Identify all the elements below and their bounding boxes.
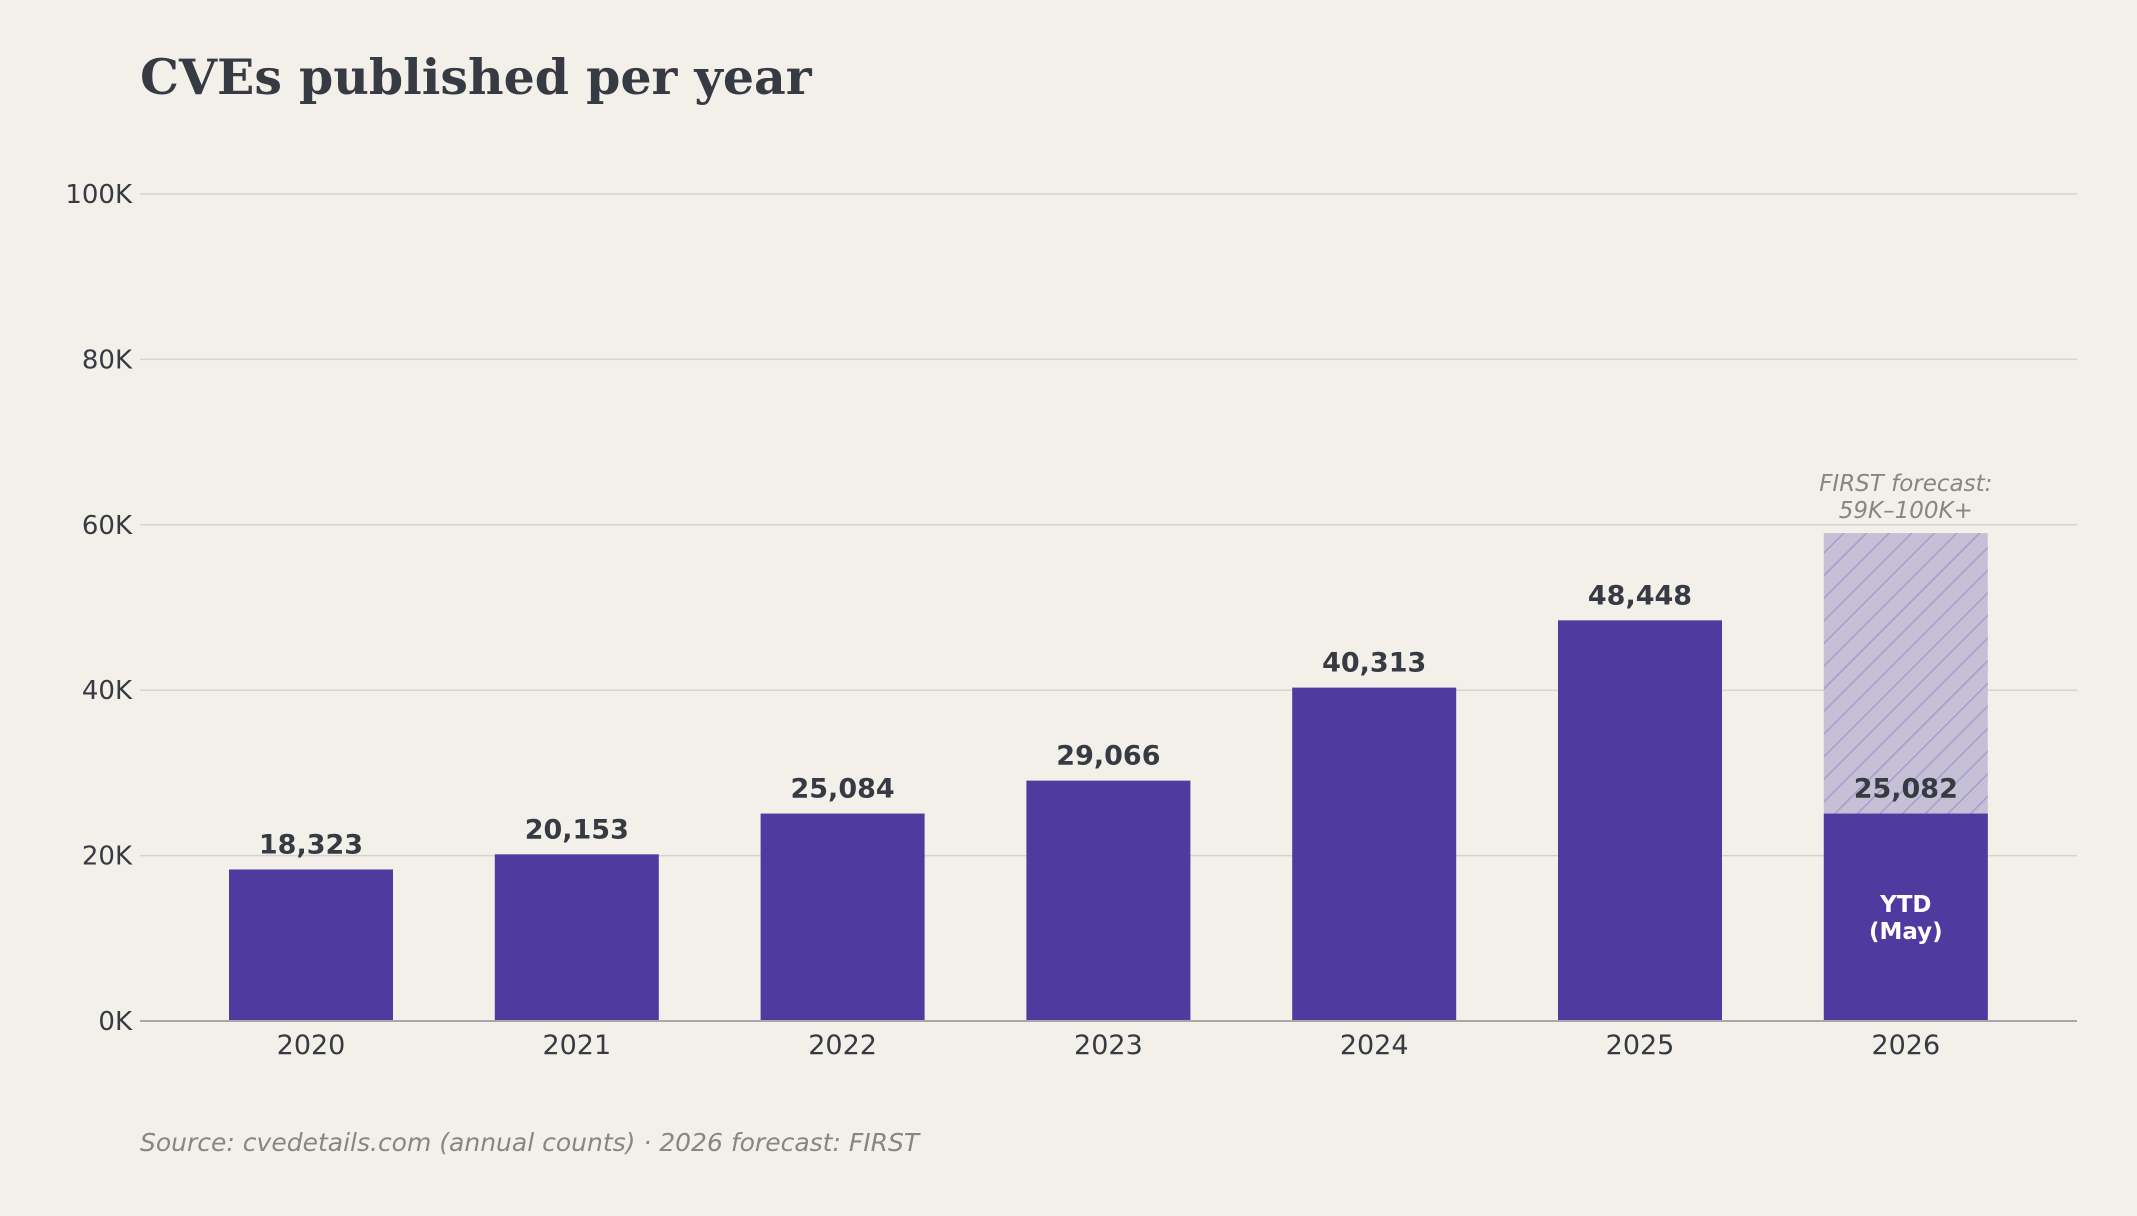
- bar: [494, 854, 659, 1021]
- y-tick-label: 100K: [65, 180, 133, 210]
- data-label: 25,082: [1854, 774, 1958, 805]
- bar: [229, 869, 393, 1021]
- data-label: 48,448: [1588, 580, 1692, 611]
- x-tick-label: 2025: [1606, 1030, 1675, 1061]
- value-labels: 18,323 20,153 25,084 29,066 40,313 48,448 25,0…: [259, 580, 1958, 945]
- data-label: 40,313: [1322, 648, 1426, 679]
- bar-inside-label: (May): [1869, 919, 1943, 945]
- bar: [1823, 813, 1988, 1021]
- y-tick-label: 60K: [82, 511, 133, 541]
- y-tick-label: 20K: [82, 842, 133, 872]
- x-tick-label: 2020: [277, 1030, 346, 1061]
- x-tick-label: 2021: [542, 1030, 611, 1061]
- x-tick-label: 2026: [1871, 1030, 1940, 1061]
- bar: [760, 813, 925, 1021]
- data-label: 29,066: [1056, 741, 1160, 772]
- y-tick-label: 0K: [98, 1007, 133, 1037]
- data-label: 25,084: [790, 774, 894, 805]
- bar: [1558, 620, 1722, 1021]
- bar: [1292, 687, 1457, 1021]
- source-note: Source: cvedetails.com (annual counts) ·…: [140, 1128, 920, 1157]
- forecast-label: FIRST forecast:: [1819, 471, 1992, 497]
- x-axis: 2020 2021 2022 2023 2024 2025 2026: [277, 1030, 1941, 1061]
- x-tick-label: 2023: [1074, 1030, 1143, 1061]
- y-axis: 0K 20K 40K 60K 80K 100K: [65, 180, 133, 1037]
- y-tick-label: 80K: [82, 345, 133, 375]
- data-label: 18,323: [259, 829, 363, 860]
- x-tick-label: 2024: [1340, 1030, 1409, 1061]
- x-tick-label: 2022: [808, 1030, 877, 1061]
- forecast-label: 59K–100K+: [1839, 498, 1973, 524]
- bar: [1026, 780, 1191, 1021]
- gridlines: [140, 193, 2077, 857]
- y-tick-label: 40K: [82, 676, 133, 706]
- chart-title: CVEs published per year: [140, 48, 812, 106]
- data-label: 20,153: [525, 814, 629, 845]
- bar-inside-label: YTD: [1879, 892, 1931, 918]
- bars: [229, 620, 1988, 1021]
